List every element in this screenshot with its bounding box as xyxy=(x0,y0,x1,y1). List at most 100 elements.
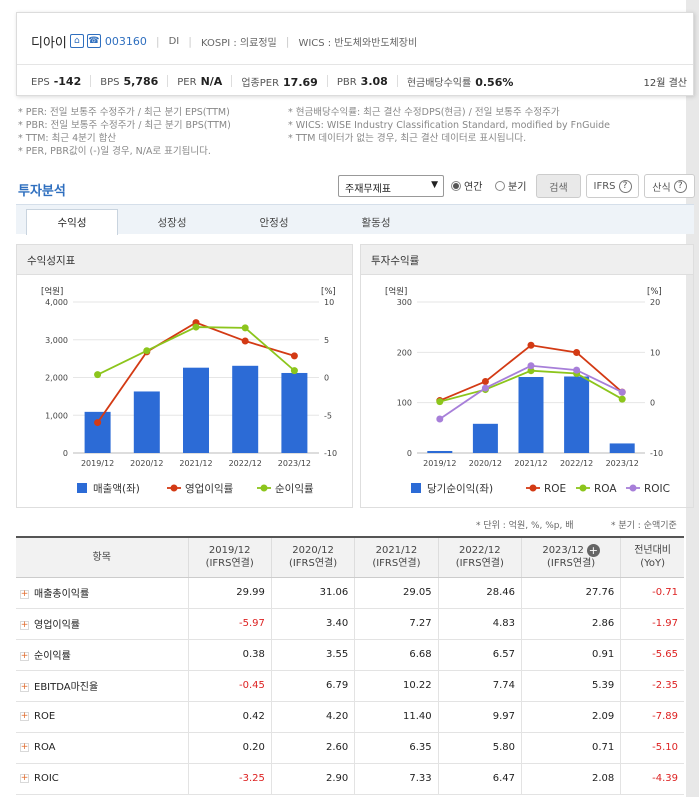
row-label-cell[interactable]: + 매출총이익률 xyxy=(16,577,188,609)
radio-quarter-label: 분기 xyxy=(508,182,527,193)
settlement-month: 12월 결산 xyxy=(643,77,687,89)
legend-label: 영업이익률 xyxy=(185,482,234,495)
line-point xyxy=(94,371,102,379)
row-label-cell[interactable]: + ROE xyxy=(16,701,188,733)
table-cell: 0.20 xyxy=(187,732,272,764)
row-label-cell[interactable]: + ROA xyxy=(16,732,188,764)
chart-title: 투자수익률 xyxy=(361,245,693,275)
legend-marker xyxy=(260,484,268,492)
x-tick-label: 2022/12 xyxy=(229,459,262,468)
column-year: 2020/12 xyxy=(292,545,334,557)
y2-tick-label: 0 xyxy=(324,374,329,383)
expand-icon[interactable]: + xyxy=(20,772,29,783)
bar xyxy=(232,365,259,453)
bar xyxy=(427,450,453,453)
table-row: + ROA 0.20 2.60 6.35 5.80 0.71 -5.10 xyxy=(16,732,684,764)
table-cell: 3.55 xyxy=(270,639,355,671)
question-icon: ? xyxy=(618,179,632,193)
line-point xyxy=(527,367,535,375)
column-basis: (IFRS연결) xyxy=(455,558,504,570)
tab-profitability[interactable]: 수익성 xyxy=(26,209,118,235)
row-label-cell[interactable]: + EBITDA마진율 xyxy=(16,670,188,702)
radio-quarter[interactable]: 분기 xyxy=(495,178,526,193)
table-cell: -7.89 xyxy=(620,701,684,733)
line-point xyxy=(527,341,535,349)
line-point xyxy=(481,378,489,386)
chart-title: 수익성지표 xyxy=(17,245,352,275)
add-column-icon[interactable]: + xyxy=(586,544,600,558)
y-tick-label: 2,000 xyxy=(45,374,68,383)
row-label-cell[interactable]: + 순이익률 xyxy=(16,639,188,671)
column-header: 2022/12 (IFRS연결) xyxy=(437,536,522,578)
table-cell: 28.46 xyxy=(437,577,522,609)
table-cell: -2.35 xyxy=(620,670,684,702)
profitability-chart: [억원] [%] 4,000 3,000 2,000 1,000 0 10 5 0 -5 -10 201… xyxy=(41,286,337,495)
metric-label: PER xyxy=(177,76,197,88)
column-header: 2019/12 (IFRS연결) xyxy=(187,536,272,578)
wics-sector: WICS : 반도체와반도체장비 xyxy=(298,37,418,49)
expand-icon[interactable]: + xyxy=(20,619,29,630)
expand-icon[interactable]: + xyxy=(20,741,29,752)
table-cell: 2.86 xyxy=(520,608,621,640)
stock-code: 003160 xyxy=(104,34,147,48)
table-row: + EBITDA마진율 -0.45 6.79 10.22 7.74 5.39 -2.35 xyxy=(16,670,684,702)
company-name: 디아이 xyxy=(31,35,67,51)
unit-note: * 단위 : 억원, %, %p, 배 xyxy=(476,521,574,531)
table-cell: 11.40 xyxy=(354,701,439,733)
expand-icon[interactable]: + xyxy=(20,650,29,661)
metric-item: BPS 5,786 xyxy=(100,75,158,88)
ifrs-help-button[interactable]: IFRS? xyxy=(586,174,639,198)
x-tick-label: 2021/12 xyxy=(514,459,547,468)
table-cell: 9.97 xyxy=(437,701,522,733)
search-button[interactable]: 검색 xyxy=(536,174,581,198)
legend-label: 순이익률 xyxy=(275,483,314,495)
search-button-label: 검색 xyxy=(549,182,568,194)
row-label: EBITDA마진율 xyxy=(34,682,99,693)
y2-axis-unit: [%] xyxy=(321,287,336,297)
metric-item: PBR 3.08 xyxy=(337,75,388,88)
table-cell: 29.05 xyxy=(354,577,439,609)
statement-select-value: 주재무제표 xyxy=(345,184,391,195)
formula-help-button[interactable]: 산식? xyxy=(644,174,695,198)
legend-label: 당기순이익(좌) xyxy=(427,483,493,495)
table-row: + 매출총이익률 29.99 31.06 29.05 28.46 27.76 -0.71 xyxy=(16,577,684,609)
y-axis-unit: [억원] xyxy=(41,286,63,297)
row-label-cell[interactable]: + ROIC xyxy=(16,763,188,795)
table-cell: 7.74 xyxy=(437,670,522,702)
row-label: 영업이익률 xyxy=(34,620,80,631)
page-scrollbar[interactable] xyxy=(686,0,699,797)
table-cell: -0.45 xyxy=(187,670,272,702)
bar xyxy=(518,376,544,453)
legend-label: ROE xyxy=(544,483,566,495)
metric-value: 3.08 xyxy=(360,74,388,88)
row-label-cell[interactable]: + 영업이익률 xyxy=(16,608,188,640)
table-cell: 27.76 xyxy=(520,577,621,609)
line-point xyxy=(94,419,102,427)
column-year: 2021/12 xyxy=(375,545,418,557)
legend-swatch xyxy=(77,483,87,493)
table-cell: 2.09 xyxy=(520,701,621,733)
footnote-line: * PER: 전일 보통주 수정주가 / 최근 분기 EPS(TTM) xyxy=(18,107,230,118)
column-year: 2023/12 xyxy=(542,545,584,557)
expand-icon[interactable]: + xyxy=(20,681,29,692)
column-basis: (IFRS연결) xyxy=(288,558,338,570)
y2-tick-label: 10 xyxy=(650,348,660,357)
metric-label: 업종PER xyxy=(241,77,280,89)
tab-stability[interactable]: 안정성 xyxy=(259,216,289,229)
x-tick-label: 2021/12 xyxy=(179,459,212,468)
tab-activity[interactable]: 활동성 xyxy=(361,216,391,229)
home-icon[interactable]: ⌂ xyxy=(69,34,84,48)
line-point xyxy=(618,395,626,403)
table-cell: -1.97 xyxy=(620,608,684,640)
tab-growth[interactable]: 성장성 xyxy=(157,216,187,229)
table-cell: 3.40 xyxy=(270,608,355,640)
ir-icon[interactable]: ☎ xyxy=(86,34,101,48)
table-row: + ROIC -3.25 2.90 7.33 6.47 2.08 -4.39 xyxy=(16,763,684,795)
radio-annual[interactable]: 연간 xyxy=(451,178,482,193)
expand-icon[interactable]: + xyxy=(20,588,29,599)
metric-label: EPS xyxy=(31,76,50,88)
x-tick-label: 2023/12 xyxy=(278,459,311,468)
y-tick-label: 0 xyxy=(63,449,68,458)
expand-icon[interactable]: + xyxy=(20,710,29,721)
statement-select[interactable]: 주재무제표 ▼ xyxy=(338,175,444,197)
